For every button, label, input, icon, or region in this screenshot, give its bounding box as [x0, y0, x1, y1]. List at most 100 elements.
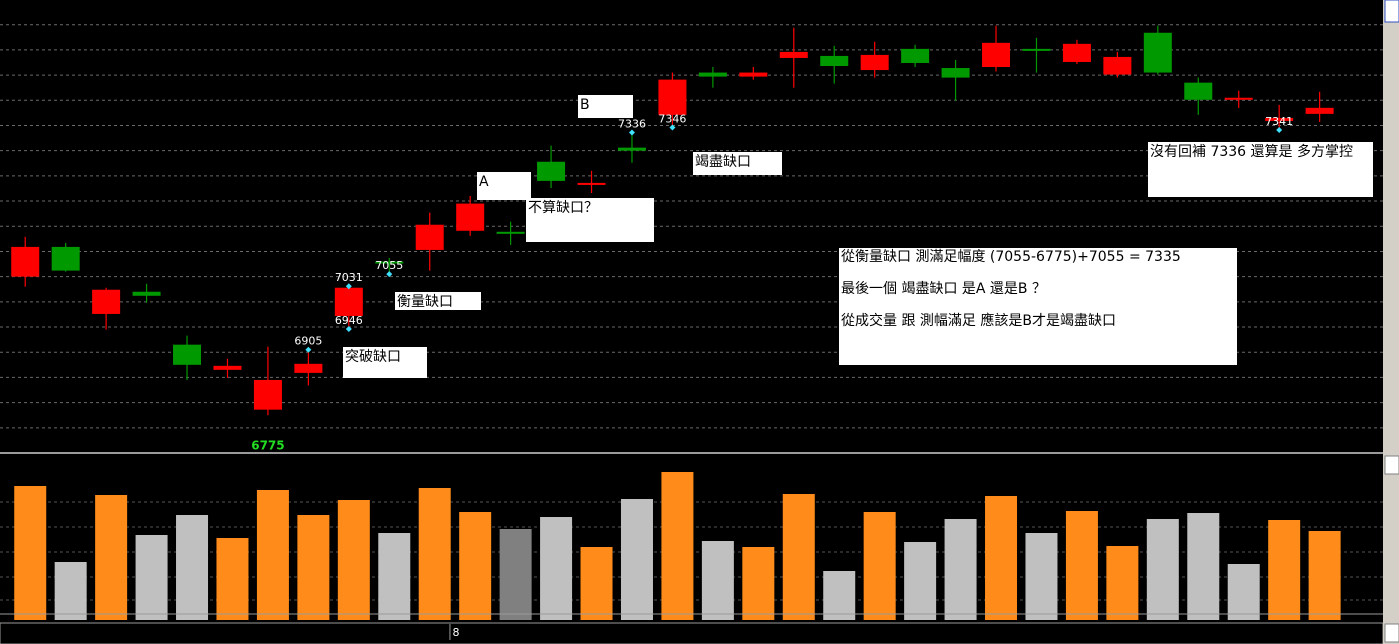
price-marker — [628, 129, 635, 136]
note-text: 從衡量缺口 測滿足幅度 (7055-6775)+7055 = 7335 — [841, 249, 1181, 265]
candle-body — [415, 224, 444, 250]
volume-bar — [620, 499, 653, 620]
annotation-box — [578, 95, 633, 118]
price-label: 7031 — [335, 271, 363, 284]
candle-body — [11, 246, 40, 277]
candle-body — [982, 42, 1011, 68]
candle-body — [253, 379, 282, 410]
low-label: 6775 — [251, 439, 284, 453]
volume-bar — [176, 515, 209, 620]
x-axis: 8 — [449, 624, 459, 640]
volume-bar — [1308, 531, 1341, 620]
volume-bar — [1146, 519, 1179, 620]
candle-body — [1224, 97, 1253, 100]
price-label: 7055 — [375, 259, 403, 272]
volume-bar — [14, 486, 47, 620]
x-tick-label: 8 — [452, 626, 459, 639]
candle-body — [779, 51, 808, 58]
price-label: 6946 — [335, 314, 363, 327]
candle-body — [577, 182, 606, 185]
price-marker — [669, 124, 676, 131]
volume-bar — [1065, 511, 1098, 620]
volume-bar — [1227, 564, 1260, 620]
volume-bar — [823, 571, 856, 620]
candle-body — [658, 79, 687, 115]
candle-body — [1305, 107, 1334, 114]
annotation-box — [693, 152, 782, 175]
candle-body — [213, 365, 242, 370]
annotation-box — [1148, 142, 1373, 197]
volume-bar — [54, 562, 87, 620]
candle-body — [537, 161, 566, 181]
annotation-text: 不算缺口？ — [528, 200, 598, 216]
note-box — [839, 248, 1237, 365]
price-marker — [345, 326, 352, 333]
candle-body — [51, 246, 80, 271]
annotation-text: 竭盡缺口 — [695, 154, 751, 170]
candle-body — [739, 72, 768, 77]
volume-bar — [135, 535, 168, 620]
scroll-button[interactable] — [1384, 0, 1399, 23]
volume-bar — [499, 529, 532, 620]
candle-body — [173, 344, 202, 365]
note-text: 最後一個 竭盡缺口 是A 還是B ？ — [841, 281, 1046, 297]
candle-body — [901, 48, 930, 63]
candle-body — [1143, 32, 1172, 73]
candle-body — [941, 68, 970, 78]
candle-body — [334, 287, 363, 316]
annotation-text: A — [479, 174, 489, 190]
price-marker — [305, 346, 312, 353]
volume-bar — [863, 512, 896, 620]
marks: 6905 7031 6946 7055 7336 7346 7341 6775 — [11, 25, 1341, 620]
volume-bar — [904, 542, 937, 620]
candle-body — [820, 55, 849, 67]
candle-body — [92, 289, 121, 314]
scroll-button[interactable] — [1384, 623, 1399, 643]
volume-bar — [1025, 533, 1058, 620]
volume-bar — [297, 515, 330, 620]
volume-bar — [459, 512, 492, 620]
volume-bar — [985, 496, 1018, 620]
price-label: 6905 — [294, 335, 322, 348]
price-marker — [386, 271, 393, 278]
annotation-box — [477, 172, 531, 200]
candle-body — [456, 203, 485, 231]
candle-body — [1062, 43, 1091, 62]
volume-bar — [661, 472, 694, 620]
note-text: 從成交量 跟 測幅滿足 應該是B才是竭盡缺口 — [841, 312, 1116, 329]
volume-bar — [540, 517, 573, 620]
x-axis-strip — [0, 622, 1384, 644]
annotation-box — [343, 347, 427, 378]
volume-bar — [337, 500, 370, 620]
annotation-box — [395, 292, 481, 310]
volume-bar — [1187, 513, 1220, 620]
annotation-text: 衡量缺口 — [397, 294, 453, 310]
candle-body — [617, 147, 646, 151]
volume-bar — [256, 490, 289, 620]
volume-bar — [1268, 520, 1301, 620]
price-marker — [1276, 127, 1283, 134]
volume-bar — [378, 533, 411, 620]
scroll-button[interactable] — [1384, 455, 1399, 475]
candle-body — [294, 363, 323, 373]
price-label: 7336 — [618, 118, 646, 131]
volume-bar — [701, 541, 734, 620]
annotation-text: 突破缺口 — [345, 349, 401, 365]
price-marker — [345, 283, 352, 290]
volume-bar — [742, 547, 775, 620]
volume-bar — [418, 488, 451, 620]
volume-bar — [580, 547, 613, 620]
candle-body — [698, 72, 727, 77]
price-label: 7341 — [1265, 115, 1293, 128]
price-label: 7346 — [658, 112, 686, 125]
candle-body — [132, 291, 161, 296]
scrollbar[interactable] — [1383, 0, 1399, 644]
candle-body — [1022, 48, 1051, 51]
candle-body — [1184, 82, 1213, 100]
volume-bar — [1106, 546, 1139, 620]
annotation-text: 沒有回補 7336 還算是 多方掌控 — [1150, 143, 1353, 160]
volume-bar — [216, 538, 249, 620]
